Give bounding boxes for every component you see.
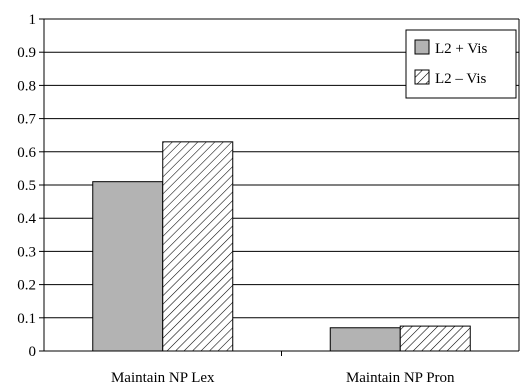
legend-swatch-0 — [414, 39, 430, 55]
y-tick-label-4: 0.4 — [17, 211, 36, 227]
y-tick-label-10: 1 — [29, 12, 37, 28]
axes — [39, 18, 520, 356]
legend: L2 + Vis L2 – Vis — [405, 29, 517, 99]
y-tick-label-9: 0.9 — [17, 45, 36, 61]
bars — [92, 141, 471, 352]
legend-swatch-1 — [414, 69, 430, 85]
category-labels: Maintain NP Lex Maintain NP Pron — [111, 370, 455, 386]
bar-1-0 — [329, 327, 401, 352]
y-tick-label-0: 0 — [29, 344, 37, 360]
legend-label-1: L2 – Vis — [435, 71, 486, 87]
y-tick-label-7: 0.7 — [17, 112, 36, 128]
bar-0-0 — [92, 181, 164, 352]
y-tick-labels: 0 0.1 0.2 0.3 0.4 0.5 0.6 0.7 0.8 0.9 1 — [17, 12, 36, 360]
bar-1-1 — [399, 325, 471, 352]
y-tick-label-1: 0.1 — [17, 311, 36, 327]
category-label-0: Maintain NP Lex — [111, 370, 215, 386]
bar-0-1 — [162, 141, 234, 352]
category-label-1: Maintain NP Pron — [346, 370, 455, 386]
y-tick-label-5: 0.5 — [17, 178, 36, 194]
y-tick-label-3: 0.3 — [17, 244, 36, 260]
y-tick-label-8: 0.8 — [17, 78, 36, 94]
legend-label-0: L2 + Vis — [435, 41, 487, 57]
y-tick-label-6: 0.6 — [17, 145, 36, 161]
y-tick-label-2: 0.2 — [17, 278, 36, 294]
